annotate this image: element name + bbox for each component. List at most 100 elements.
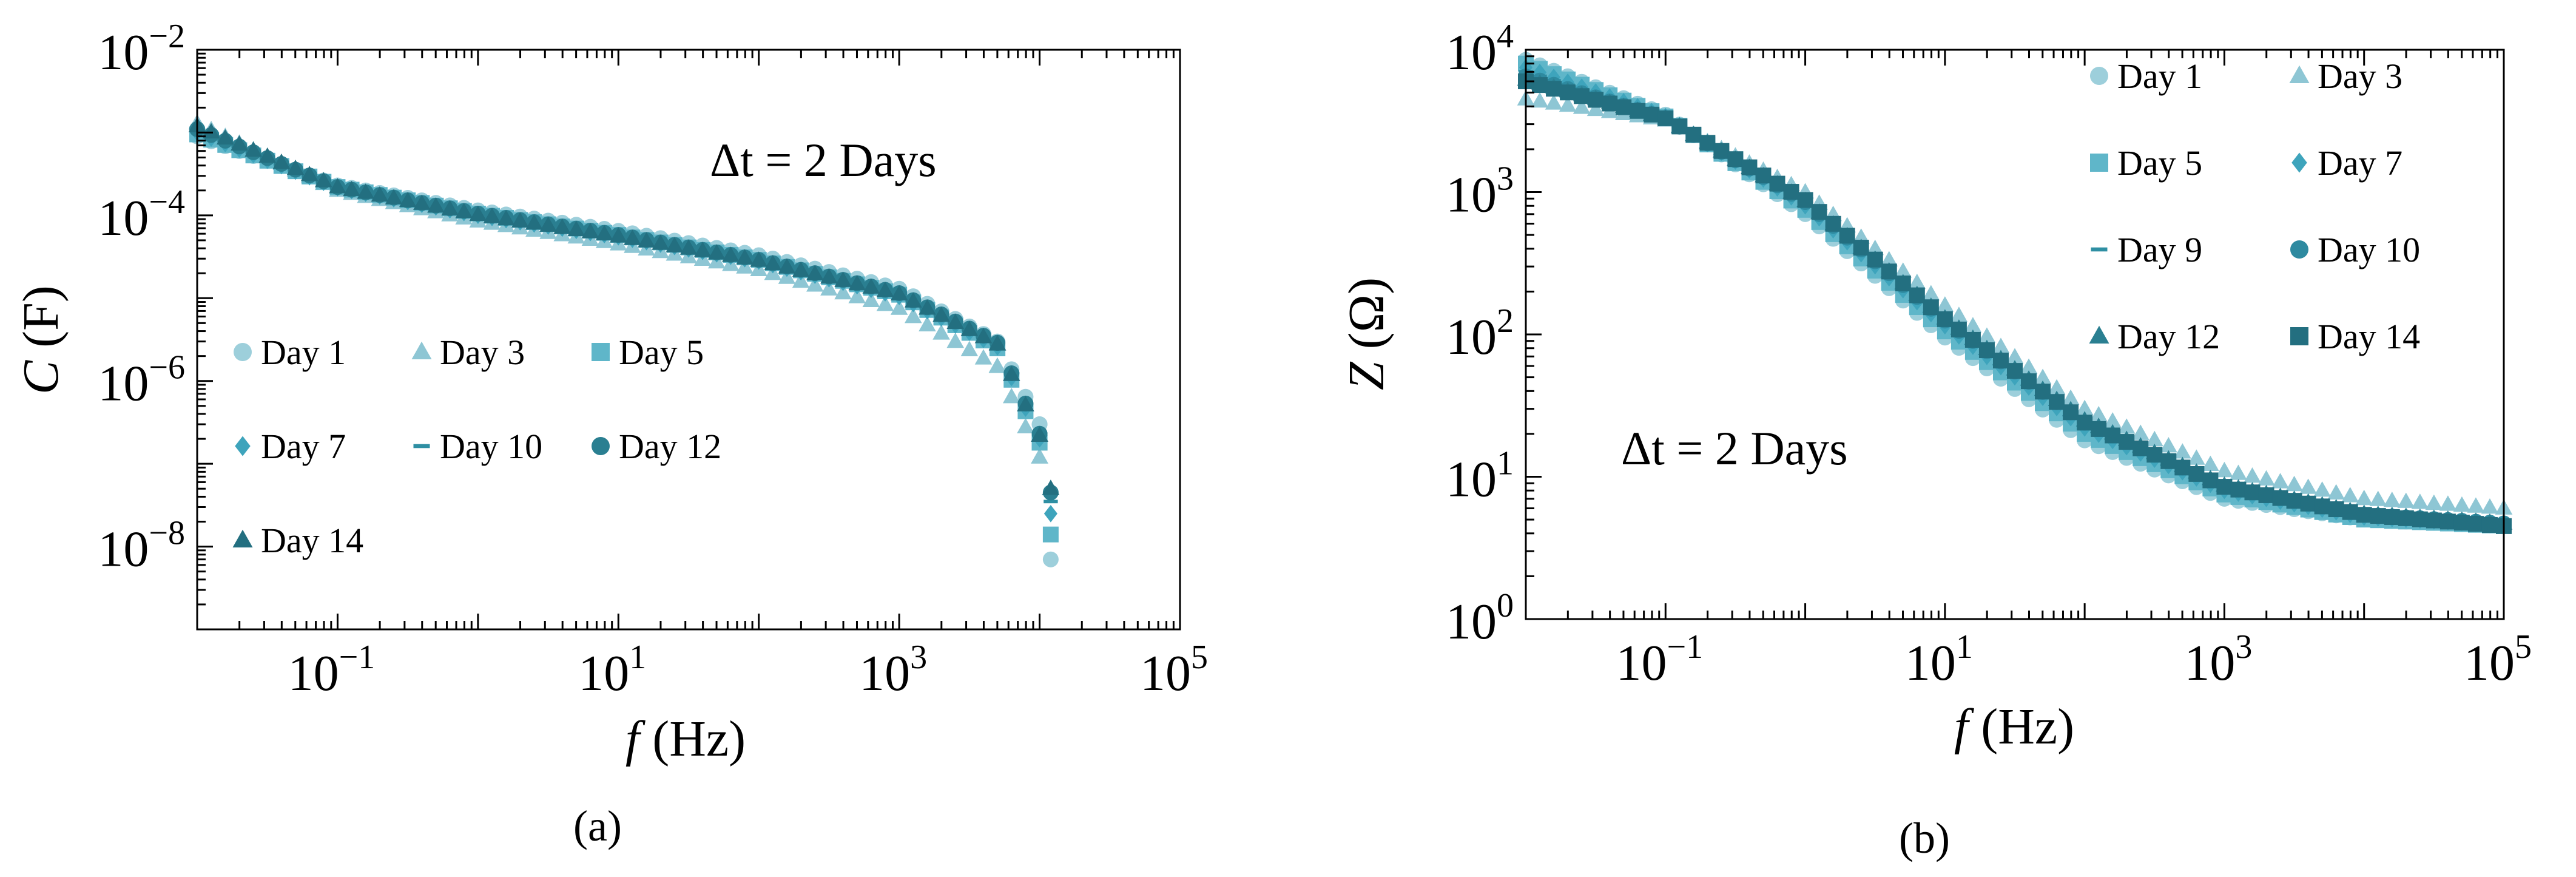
data-point (2174, 443, 2191, 459)
legend-marker (232, 529, 253, 547)
y-tick-exponent: −4 (149, 183, 185, 221)
legend-marker (411, 341, 432, 359)
y-tick-exponent: 4 (1497, 18, 1514, 55)
legend-marker (592, 343, 610, 361)
data-point (357, 183, 375, 199)
x-tick-exponent: 5 (2515, 628, 2532, 666)
data-point (1936, 296, 1954, 312)
data-point (2286, 493, 2302, 509)
legend-marker (2290, 327, 2308, 345)
x-tick-base: 10 (578, 645, 629, 702)
data-point (286, 160, 305, 175)
data-point (974, 328, 993, 344)
data-point (2369, 490, 2387, 506)
interval-annotation: Δt = 2 Days (710, 134, 937, 186)
data-point (2257, 470, 2275, 486)
data-point (764, 254, 782, 271)
data-point (904, 292, 922, 308)
data-point (2216, 479, 2233, 495)
data-point (2426, 512, 2442, 529)
y-axis-title: Z (Ω) (1338, 277, 1395, 390)
data-point (2342, 504, 2358, 520)
data-point (216, 129, 234, 145)
data-point (2411, 493, 2429, 509)
legend-item: Day 14 (232, 521, 363, 560)
y-tick-label: 10−2 (98, 18, 185, 81)
plot-frame (196, 49, 1181, 631)
data-point (2089, 405, 2108, 422)
legend-item: Day 12 (592, 427, 721, 466)
legend-item: Day 1 (2090, 56, 2202, 96)
data-point (624, 229, 641, 245)
data-point (1532, 64, 1547, 81)
data-point (329, 178, 346, 194)
y-tick-exponent: 3 (1497, 160, 1514, 198)
data-point (2160, 453, 2177, 469)
data-point (960, 340, 979, 356)
data-point (2398, 510, 2414, 526)
legend-item: Day 5 (2090, 143, 2202, 183)
data-point (2174, 459, 2191, 476)
data-point (904, 308, 922, 323)
data-point (2425, 494, 2443, 510)
data-point (2077, 415, 2093, 431)
data-point (1546, 81, 1562, 97)
data-point (1755, 168, 1772, 184)
data-point (1044, 499, 1058, 504)
legend-item: Day 9 (2091, 230, 2202, 269)
data-point (679, 239, 698, 255)
data-point (1964, 317, 1982, 333)
data-point (820, 280, 838, 296)
data-point (974, 349, 993, 365)
data-point (2272, 490, 2288, 506)
x-tick-exponent: 1 (629, 638, 646, 676)
data-point (2383, 492, 2401, 507)
x-tick-label: 103 (2184, 628, 2252, 691)
legend-item: Day 3 (2289, 56, 2402, 96)
data-point (722, 246, 740, 262)
data-point (1671, 118, 1688, 135)
x-tick-exponent: 1 (1956, 628, 1973, 666)
legend-label: Day 1 (261, 333, 346, 372)
y-tick-exponent: 0 (1497, 587, 1514, 625)
data-point (1042, 526, 1059, 543)
y-tick-exponent: −8 (149, 515, 185, 552)
data-point (1895, 275, 1911, 291)
legend-marker (234, 343, 252, 361)
panel-label: (a) (573, 802, 622, 850)
y-tick-label: 100 (1446, 587, 1514, 650)
data-point (2145, 430, 2163, 447)
data-point (1017, 418, 1034, 434)
data-point (272, 153, 291, 169)
legend-marker (2090, 67, 2108, 85)
legend-marker (2289, 65, 2310, 83)
legend-item: Day 3 (411, 333, 525, 372)
data-point (2202, 455, 2219, 471)
data-point (666, 237, 684, 252)
x-axis-unit: (Hz) (639, 711, 746, 767)
data-point (2244, 484, 2261, 501)
data-point (1031, 448, 1048, 464)
y-tick-exponent: −2 (149, 18, 185, 55)
x-tick-label: 10−1 (288, 638, 376, 702)
y-axis-title: C (F) (13, 285, 69, 394)
data-point (1002, 387, 1020, 404)
x-tick-base: 10 (2464, 635, 2515, 691)
legend-label: Day 5 (619, 333, 704, 372)
axis-ticks (196, 50, 1175, 631)
data-point (2397, 492, 2415, 508)
data-point (2327, 484, 2345, 500)
data-point (1866, 239, 1884, 256)
legend-marker (413, 444, 430, 449)
data-point (2216, 461, 2233, 478)
data-point (1937, 311, 1953, 327)
legend-label: Day 7 (261, 427, 346, 466)
data-point (2119, 434, 2135, 450)
y-tick-label: 102 (1446, 302, 1514, 365)
legend: Day 1 Day 3 Day 5 Day 7 Day 9 Day 10 Day 12 Day… (2089, 56, 2420, 356)
x-tick-exponent: 3 (910, 638, 927, 676)
data-point (314, 172, 332, 188)
data-point (946, 332, 965, 348)
data-point (231, 135, 248, 151)
